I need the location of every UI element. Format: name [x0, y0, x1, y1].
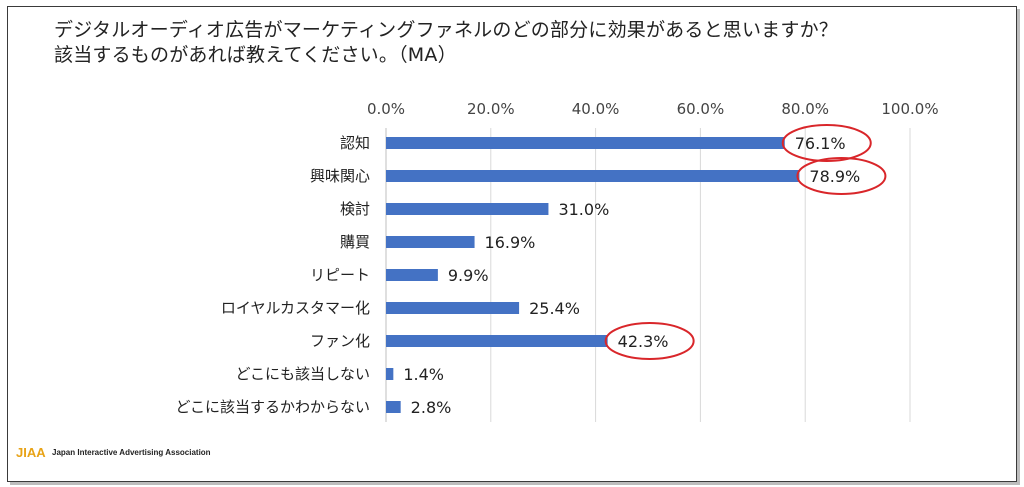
jiaa-logo: JIAA Japan Interactive Advertising Assoc…: [16, 443, 211, 461]
bar: [386, 203, 549, 215]
bar: [386, 236, 475, 248]
jiaa-logo-mark: JIAA: [16, 445, 46, 460]
bar: [386, 401, 401, 413]
category-label: ファン化: [310, 332, 370, 350]
slide-frame: [7, 6, 1017, 482]
category-label: どこに該当するかわからない: [175, 398, 370, 416]
value-label: 16.9%: [485, 233, 536, 252]
value-label: 2.8%: [411, 398, 452, 417]
category-label: 興味関心: [310, 167, 370, 185]
bar: [386, 269, 438, 281]
value-label: 42.3%: [618, 332, 669, 351]
value-label: 25.4%: [529, 299, 580, 318]
x-tick-label: 0.0%: [367, 100, 405, 118]
value-label: 76.1%: [795, 134, 846, 153]
x-tick-label: 60.0%: [677, 100, 725, 118]
category-label: どこにも該当しない: [235, 365, 370, 383]
x-tick-label: 100.0%: [881, 100, 938, 118]
bar: [386, 368, 394, 380]
value-label: 78.9%: [809, 167, 860, 186]
category-label: リピート: [310, 266, 370, 284]
category-label: 購買: [340, 233, 370, 251]
category-label: 検討: [340, 200, 370, 218]
value-label: 31.0%: [558, 200, 609, 219]
chart-title: デジタルオーディオ広告がマーケティングファネルのどの部分に効果があると思いますか…: [54, 18, 838, 68]
jiaa-logo-mark-text: JIAA: [16, 445, 46, 460]
chart-title-line-2: 該当するものがあれば教えてください。（MA）: [54, 44, 457, 66]
bar: [386, 302, 520, 314]
jiaa-logo-text: Japan Interactive Advertising Associatio…: [52, 447, 211, 457]
x-tick-label: 20.0%: [467, 100, 515, 118]
bar: [386, 335, 608, 347]
bar: [386, 137, 785, 149]
x-tick-label: 40.0%: [572, 100, 620, 118]
x-tick-label: 80.0%: [781, 100, 829, 118]
value-label: 1.4%: [403, 365, 444, 384]
bar: [386, 170, 800, 182]
chart-title-line-1: デジタルオーディオ広告がマーケティングファネルのどの部分に効果があると思いますか…: [54, 19, 838, 41]
highlight-ellipse: [796, 157, 887, 195]
highlight-ellipse: [781, 124, 872, 162]
category-label: ロイヤルカスタマー化: [221, 299, 370, 317]
value-label: 9.9%: [448, 266, 489, 285]
highlight-ellipse: [604, 322, 695, 360]
category-label: 認知: [340, 134, 370, 152]
